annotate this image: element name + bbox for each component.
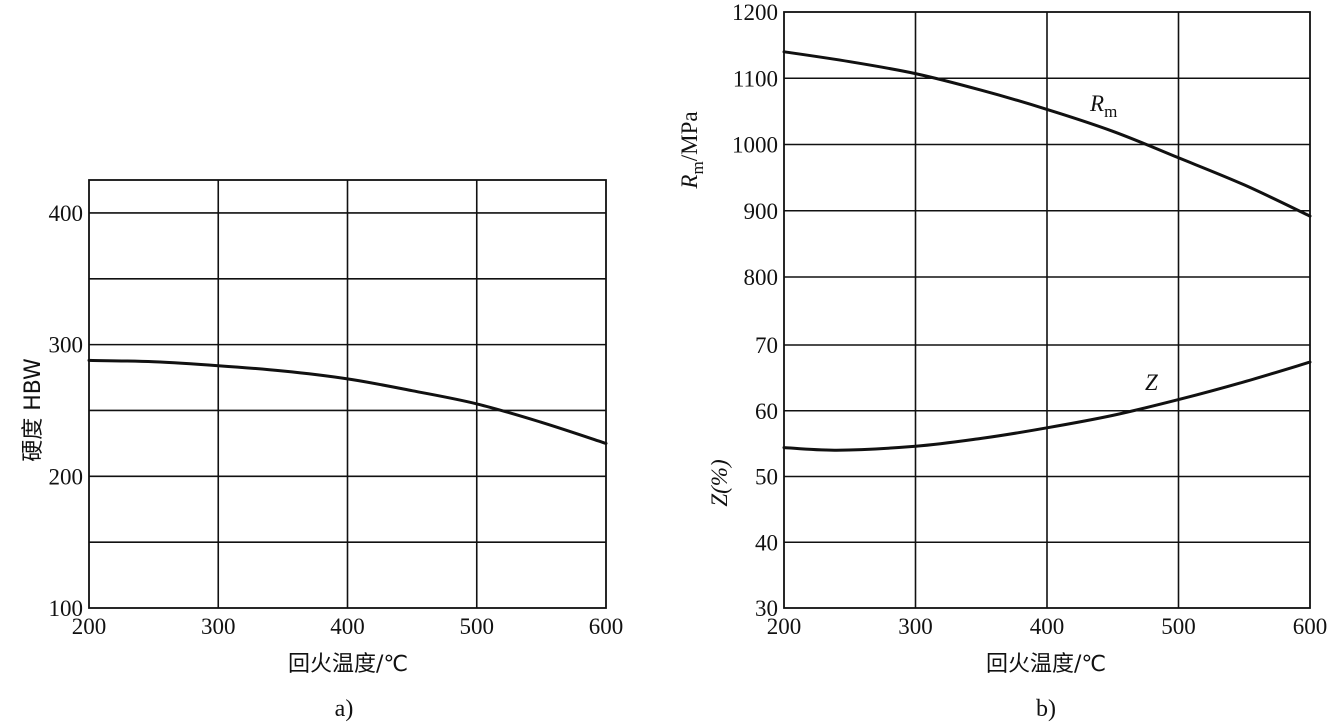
chart-a-x-ticks: 200 300 400 500 600 [72,614,624,639]
chart-b: 800 900 1000 1100 1200 30 40 50 60 70 200 300 400 5… [677,0,1327,722]
chart-b-x-tick-label: 400 [1030,614,1065,639]
chart-b-x-tick-label: 600 [1293,614,1328,639]
chart-a-y-ticks: 100 200 300 400 [49,201,84,621]
chart-b-lower-y-tick-label: 50 [755,465,778,490]
chart-a-x-tick-label: 400 [330,614,365,639]
chart-b-upper-y-tick-label: 900 [744,199,779,224]
chart-b-series [782,50,1312,452]
chart-b-upper-y-label-main: R [677,175,702,190]
chart-b-x-axis-label: 回火温度/℃ [986,652,1106,677]
chart-b-x-tick-label: 300 [898,614,933,639]
chart-a-frame [88,179,607,609]
chart-b-upper-y-label-suffix: /MPa [677,111,702,161]
chart-b-lower-y-tick-label: 60 [755,399,778,424]
chart-b-x-tick-label: 200 [767,614,802,639]
chart-b-x-tick-label: 500 [1161,614,1196,639]
series-label-z: Z [1145,370,1158,395]
chart-b-lower-y-axis-label: Z(%) [707,459,732,506]
series-label-rm: Rm [1089,91,1117,121]
chart-a-x-tick-label: 300 [201,614,236,639]
chart-a-x-axis-label: 回火温度/℃ [288,652,408,677]
chart-b-caption: b) [1036,696,1056,722]
chart-b-upper-y-ticks: 800 900 1000 1100 1200 [732,0,778,290]
series-label-rm-main: R [1089,91,1104,116]
chart-b-x-ticks: 200 300 400 500 600 [767,614,1328,639]
chart-b-lower-y-tick-label: 70 [755,333,778,358]
chart-a-grid [89,180,606,608]
chart-b-upper-y-axis-label: Rm/MPa [677,111,707,189]
chart-b-grid [784,12,1310,608]
chart-b-upper-y-label-sub: m [688,161,707,174]
chart-a-y-tick-label: 400 [49,201,84,226]
hardness-curve [87,358,608,445]
chart-a-x-tick-label: 500 [460,614,495,639]
chart-b-lower-y-ticks: 30 40 50 60 70 [755,333,778,621]
chart-b-lower-y-tick-label: 40 [755,530,778,555]
chart-b-lower-y-tick-label: 30 [755,596,778,621]
chart-a-x-tick-label: 200 [72,614,107,639]
chart-a-caption: a) [335,696,354,722]
chart-a-y-tick-label: 100 [49,596,84,621]
chart-a-y-tick-label: 300 [49,333,84,358]
chart-b-frame [783,11,1311,609]
chart-a-y-tick-label: 200 [49,464,84,489]
chart-b-upper-y-tick-label: 1000 [732,133,778,158]
chart-b-upper-y-tick-label: 800 [744,265,779,290]
series-label-rm-sub: m [1104,102,1117,121]
rm-curve [782,50,1312,218]
chart-a-series [87,358,608,445]
z-curve [782,360,1312,452]
chart-a-x-tick-label: 600 [589,614,624,639]
chart-a-y-axis-label: 硬度 HBW [21,358,46,462]
chart-b-upper-y-tick-label: 1200 [732,0,778,25]
chart-b-upper-y-tick-label: 1100 [733,66,778,91]
